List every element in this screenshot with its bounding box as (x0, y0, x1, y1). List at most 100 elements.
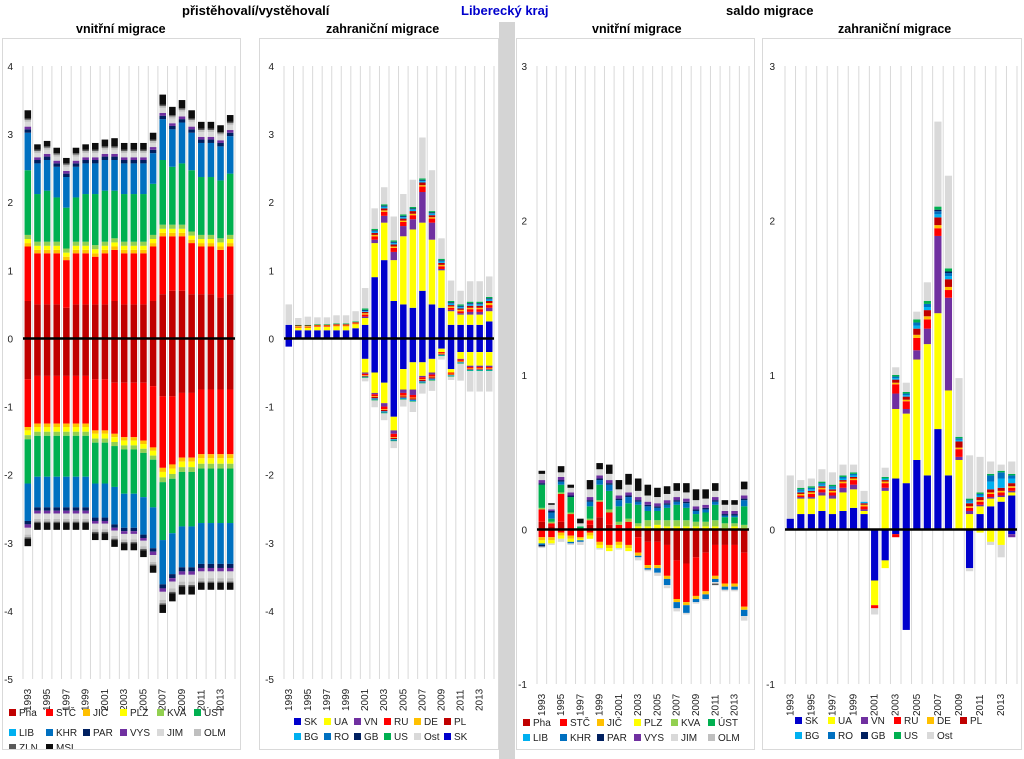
bar-segment (892, 378, 900, 380)
bar-segment (419, 222, 426, 291)
x-tick-label: 2013 (996, 693, 1007, 716)
bar-segment (438, 260, 445, 261)
bar-segment (130, 539, 138, 543)
bar-segment (567, 514, 575, 530)
bar-segment (91, 533, 99, 541)
bar-segment (881, 480, 889, 482)
bar-segment (485, 369, 493, 370)
bar-segment (53, 160, 61, 164)
bar-segment (711, 526, 719, 530)
bar-segment (149, 561, 157, 565)
bar-segment (130, 527, 138, 532)
bar-segment (711, 500, 719, 502)
bar-segment (457, 324, 464, 339)
bar-segment (419, 377, 426, 380)
bar-segment (63, 435, 70, 477)
bar-segment (721, 523, 729, 528)
bar-segment (457, 308, 464, 310)
bar-segment (702, 599, 709, 601)
bar-segment (101, 147, 109, 150)
legend-swatch (83, 729, 90, 736)
bar-segment (53, 338, 61, 376)
bar-segment (976, 529, 984, 533)
bar-segment (43, 431, 51, 436)
y-tick-label: 2 (769, 217, 775, 228)
bar-segment (839, 475, 847, 477)
bar-segment (807, 490, 815, 493)
panel3-title: vnitřní migrace (592, 22, 682, 36)
bar-segment (400, 397, 407, 399)
bar-segment (1008, 495, 1016, 530)
legend-label: BG (805, 731, 820, 742)
bar-segment (605, 524, 613, 530)
bar-segment (923, 316, 931, 320)
bar-segment (409, 389, 417, 395)
bar-segment (466, 311, 474, 315)
bar-segment (217, 133, 224, 136)
bar-segment (818, 487, 826, 490)
bar-segment (881, 560, 889, 569)
bar-segment (82, 163, 89, 195)
bar-segment (731, 544, 738, 584)
bar-segment (63, 338, 70, 376)
bar-segment (409, 209, 417, 212)
legend-label: KHR (56, 728, 77, 739)
bar-segment (419, 185, 426, 187)
bar-segment (130, 338, 138, 383)
bar-segment (53, 523, 61, 530)
bar-segment (82, 518, 89, 522)
bar-segment (702, 552, 709, 592)
bar-segment (965, 510, 974, 515)
bar-segment (188, 461, 195, 468)
bar-segment (409, 211, 417, 214)
bar-segment (91, 194, 99, 246)
bar-segment (409, 229, 417, 308)
bar-segment (976, 456, 984, 493)
bar-segment (91, 245, 99, 250)
bar-segment (217, 563, 224, 568)
bar-segment (91, 430, 99, 434)
bar-segment (409, 394, 417, 398)
bar-segment (409, 208, 417, 210)
bar-segment (82, 249, 89, 254)
bar-segment (63, 157, 70, 164)
bar-segment (673, 608, 681, 612)
bar-segment (197, 139, 205, 143)
bar-segment (72, 160, 80, 164)
bar-segment (457, 311, 464, 314)
bar-segment (188, 567, 195, 572)
bar-segment (913, 319, 921, 323)
bar-segment (577, 538, 584, 541)
bar-segment (82, 435, 89, 477)
bar-segment (557, 480, 565, 482)
y-tick-label: 1 (268, 266, 274, 277)
bar-segment (400, 194, 407, 215)
bar-segment (149, 338, 157, 387)
x-tick-label: 1997 (322, 688, 333, 711)
y-tick-label: 3 (7, 130, 13, 141)
bar-segment (902, 413, 910, 484)
bar-segment (101, 533, 109, 541)
bar-segment (683, 605, 690, 613)
bar-segment (82, 144, 89, 150)
bar-segment (605, 544, 613, 549)
bar-segment (361, 308, 369, 310)
bar-segment (625, 484, 632, 493)
bar-segment (149, 239, 157, 244)
bar-segment (740, 498, 748, 501)
bar-segment (997, 497, 1005, 502)
bar-segment (721, 517, 729, 524)
bar-segment (63, 164, 70, 167)
bar-segment (207, 571, 215, 579)
bar-segment (111, 338, 118, 383)
bar-segment (43, 190, 51, 242)
bar-segment (586, 497, 594, 501)
bar-segment (82, 159, 89, 164)
bar-segment (34, 426, 41, 432)
bar-segment (438, 354, 445, 355)
y-tick-label: 3 (769, 62, 775, 73)
bar-segment (63, 173, 70, 178)
bar-segment (923, 303, 931, 308)
bar-segment (217, 571, 224, 579)
bar-segment (485, 311, 493, 322)
